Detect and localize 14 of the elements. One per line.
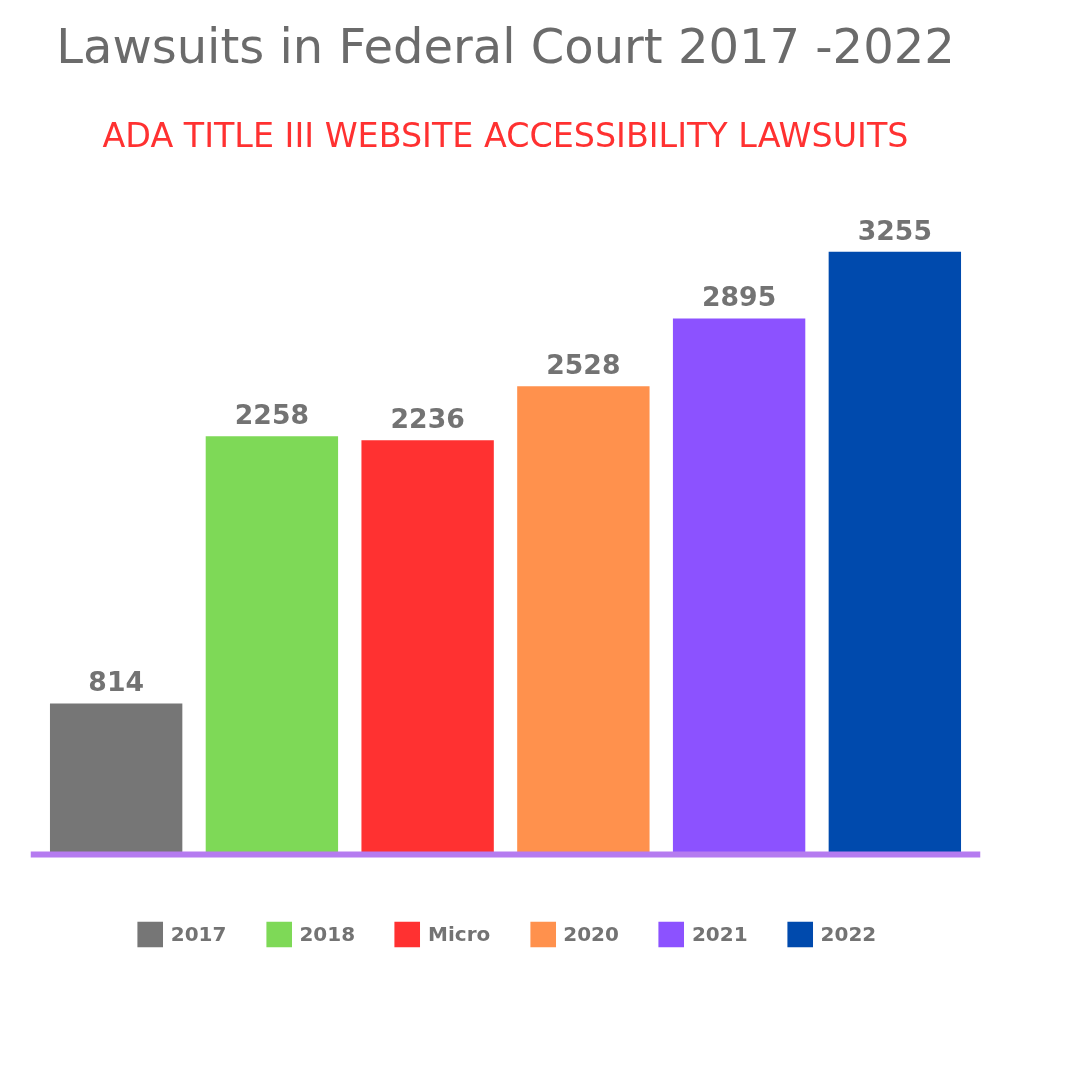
data-label: 2895 xyxy=(702,281,777,313)
chart-subtitle: ADA TITLE III WEBSITE ACCESSIBILITY LAWSUITS xyxy=(102,115,909,155)
legend-label: 2018 xyxy=(299,921,356,948)
chart-title: Lawsuits in Federal Court 2017 -2022 xyxy=(56,17,955,74)
data-label: 3255 xyxy=(857,214,932,246)
legend-label: 2022 xyxy=(820,921,877,948)
data-label: 2258 xyxy=(234,399,309,431)
legend-label: 2020 xyxy=(563,921,619,948)
legend-label: 2021 xyxy=(691,921,748,948)
legend-label: Micro xyxy=(428,921,491,948)
data-label: 2236 xyxy=(390,403,465,435)
data-label: 2528 xyxy=(546,349,621,381)
data-label: 814 xyxy=(88,666,144,698)
legend-label: 2017 xyxy=(170,921,227,948)
